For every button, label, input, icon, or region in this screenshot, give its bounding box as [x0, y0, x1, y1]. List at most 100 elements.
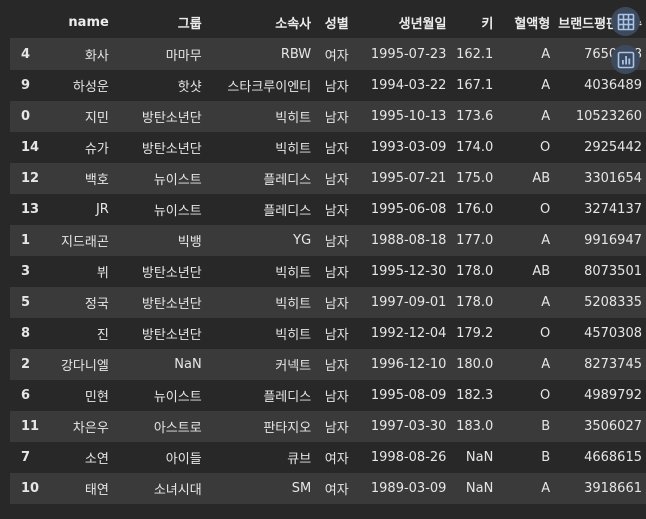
cell-gender: 남자: [324, 111, 349, 126]
cell-gender: 남자: [324, 328, 349, 343]
cell-birthdate: 1992-12-04: [370, 326, 447, 341]
cell-birthdate: 1995-07-21: [370, 171, 447, 186]
cell-group: 방탄소년단: [141, 328, 202, 343]
cell-birthdate: 1995-06-08: [370, 202, 447, 217]
cell-brand-index: 8273745: [584, 357, 642, 372]
row-index: 1: [21, 233, 31, 248]
cell-group: 아스트로: [153, 421, 202, 436]
cell-blood-type: O: [539, 202, 551, 217]
cell-blood-type: B: [541, 450, 551, 465]
cell-brand-index: 5208335: [584, 295, 642, 310]
cell-height: 176.0: [456, 202, 494, 217]
cell-gender: 남자: [324, 142, 349, 157]
cell-agency: 플레디스: [263, 204, 312, 219]
cell-group: 방탄소년단: [141, 111, 202, 126]
cell-gender: 남자: [324, 421, 349, 436]
table-view-button[interactable]: [611, 7, 640, 36]
cell-name: 진: [96, 328, 109, 343]
cell-height: NaN: [465, 481, 494, 496]
cell-brand-index: 3506027: [584, 419, 642, 434]
cell-brand-index: 4989792: [584, 388, 642, 403]
row-index: 8: [21, 326, 31, 341]
cell-gender: 남자: [324, 235, 349, 250]
table-row: 0 지민 방탄소년단 빅히트 남자 1995-10-13 173.6 A 10523260: [10, 101, 646, 132]
row-index: 11: [21, 419, 40, 434]
cell-agency: 빅히트: [275, 142, 312, 157]
table-row: 11 차은우 아스트로 판타지오 남자 1997-03-30 183.0 B 3506027: [10, 411, 646, 442]
cell-group: 핫샷: [177, 80, 202, 95]
column-header-birth: 생년월일: [352, 6, 451, 39]
cell-gender: 여자: [324, 483, 349, 498]
cell-blood-type: AB: [532, 264, 551, 279]
cell-birthdate: 1997-03-30: [370, 419, 447, 434]
cell-birthdate: 1993-03-09: [370, 140, 447, 155]
chart-suggestion-button[interactable]: [611, 45, 640, 74]
row-index: 9: [21, 78, 31, 93]
cell-birthdate: 1994-03-22: [370, 78, 447, 93]
cell-name: JR: [95, 202, 109, 217]
cell-birthdate: 1995-07-23: [370, 47, 447, 62]
table-body: 4 화사 마마무 RBW 여자 1995-07-23 162.1 A 7 6 5 0 9 2 8 9 하성운 핫샷…: [10, 38, 646, 504]
cell-group: 소녀시대: [153, 483, 202, 498]
cell-birthdate: 1998-08-26: [370, 450, 447, 465]
index-header: [10, 6, 47, 39]
cell-group: 뉴이스트: [153, 390, 202, 405]
cell-group: 마마무: [165, 49, 202, 64]
table-row: 6 민현 뉴이스트 플레디스 남자 1995-08-09 182.3 O 4989792: [10, 380, 646, 411]
cell-brand-index: 3301654: [584, 171, 642, 186]
cell-name: 뷔: [96, 266, 109, 281]
cell-group: 뉴이스트: [153, 204, 202, 219]
cell-gender: 남자: [324, 204, 349, 219]
cell-blood-type: A: [541, 295, 551, 310]
table-row: 14 슈가 방탄소년단 빅히트 남자 1993-03-09 174.0 O 2925442: [10, 132, 646, 163]
column-header-height: 키: [450, 6, 498, 39]
row-index: 0: [21, 109, 31, 124]
cell-blood-type: AB: [532, 171, 551, 186]
cell-blood-type: A: [541, 233, 551, 248]
row-index: 3: [21, 264, 31, 279]
cell-height: 174.0: [456, 140, 494, 155]
cell-height: 183.0: [456, 419, 494, 434]
cell-blood-type: A: [541, 357, 551, 372]
cell-brand-index: 10523260: [575, 109, 642, 124]
header-row: name 그룹 소속사 성별 생년월일 키 혈액형 브랜드평판지수: [10, 6, 646, 39]
cell-blood-type: O: [539, 388, 551, 403]
cell-height: 178.0: [456, 295, 494, 310]
cell-name: 슈가: [84, 142, 109, 157]
cell-blood-type: A: [541, 78, 551, 93]
cell-birthdate: 1995-12-30: [370, 264, 447, 279]
cell-agency: RBW: [280, 47, 312, 62]
cell-group: 빅뱅: [177, 235, 202, 250]
cell-gender: 남자: [324, 173, 349, 188]
table-icon: [617, 13, 634, 30]
cell-brand-index: 4570308: [584, 326, 642, 341]
cell-gender: 여자: [324, 452, 349, 467]
cell-name: 소연: [84, 452, 109, 467]
cell-birthdate: 1995-10-13: [370, 109, 447, 124]
cell-blood-type: O: [539, 140, 551, 155]
cell-agency: 빅히트: [275, 297, 312, 312]
cell-height: 178.0: [456, 264, 494, 279]
cell-agency: 큐브: [287, 452, 312, 467]
cell-height: 167.1: [456, 78, 494, 93]
cell-birthdate: 1997-09-01: [370, 295, 447, 310]
cell-agency: 빅히트: [275, 266, 312, 281]
cell-agency: SM: [291, 481, 312, 496]
cell-agency: 플레디스: [263, 173, 312, 188]
cell-blood-type: B: [541, 419, 551, 434]
cell-name: 지민: [84, 111, 109, 126]
cell-brand-index: 8073501: [584, 264, 642, 279]
cell-gender: 남자: [324, 80, 349, 95]
row-index: 14: [21, 140, 40, 155]
cell-group: NaN: [174, 357, 202, 372]
cell-blood-type: O: [539, 326, 551, 341]
cell-agency: YG: [293, 233, 312, 248]
cell-birthdate: 1988-08-18: [370, 233, 447, 248]
row-index: 2: [21, 357, 31, 372]
cell-blood-type: A: [541, 109, 551, 124]
cell-agency: 커넥트: [275, 359, 312, 374]
cell-agency: 빅히트: [275, 111, 312, 126]
cell-name: 민현: [84, 390, 109, 405]
cell-brand-index: 9916947: [584, 233, 642, 248]
cell-gender: 남자: [324, 359, 349, 374]
